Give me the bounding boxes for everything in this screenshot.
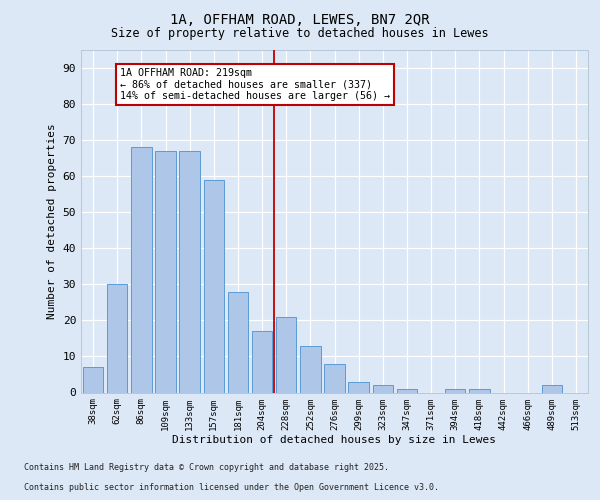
Bar (227, 292, 248, 392)
Bar (252, 331, 272, 392)
Y-axis label: Number of detached properties: Number of detached properties (47, 124, 57, 319)
Text: Contains HM Land Registry data © Crown copyright and database right 2025.: Contains HM Land Registry data © Crown c… (24, 464, 389, 472)
Bar (203, 180, 224, 392)
Bar (131, 148, 152, 392)
X-axis label: Distribution of detached houses by size in Lewes: Distribution of detached houses by size … (173, 435, 497, 445)
Bar (83, 368, 103, 392)
Bar (542, 386, 562, 392)
Bar (300, 346, 320, 393)
Bar (276, 317, 296, 392)
Bar (179, 151, 200, 392)
Text: 1A, OFFHAM ROAD, LEWES, BN7 2QR: 1A, OFFHAM ROAD, LEWES, BN7 2QR (170, 12, 430, 26)
Bar (155, 151, 176, 392)
Bar (373, 386, 393, 392)
Bar (349, 382, 369, 392)
Bar (324, 364, 345, 392)
Text: 1A OFFHAM ROAD: 219sqm
← 86% of detached houses are smaller (337)
14% of semi-de: 1A OFFHAM ROAD: 219sqm ← 86% of detached… (119, 68, 389, 101)
Bar (445, 389, 466, 392)
Bar (107, 284, 127, 393)
Bar (397, 389, 417, 392)
Text: Size of property relative to detached houses in Lewes: Size of property relative to detached ho… (111, 28, 489, 40)
Text: Contains public sector information licensed under the Open Government Licence v3: Contains public sector information licen… (24, 484, 439, 492)
Bar (469, 389, 490, 392)
